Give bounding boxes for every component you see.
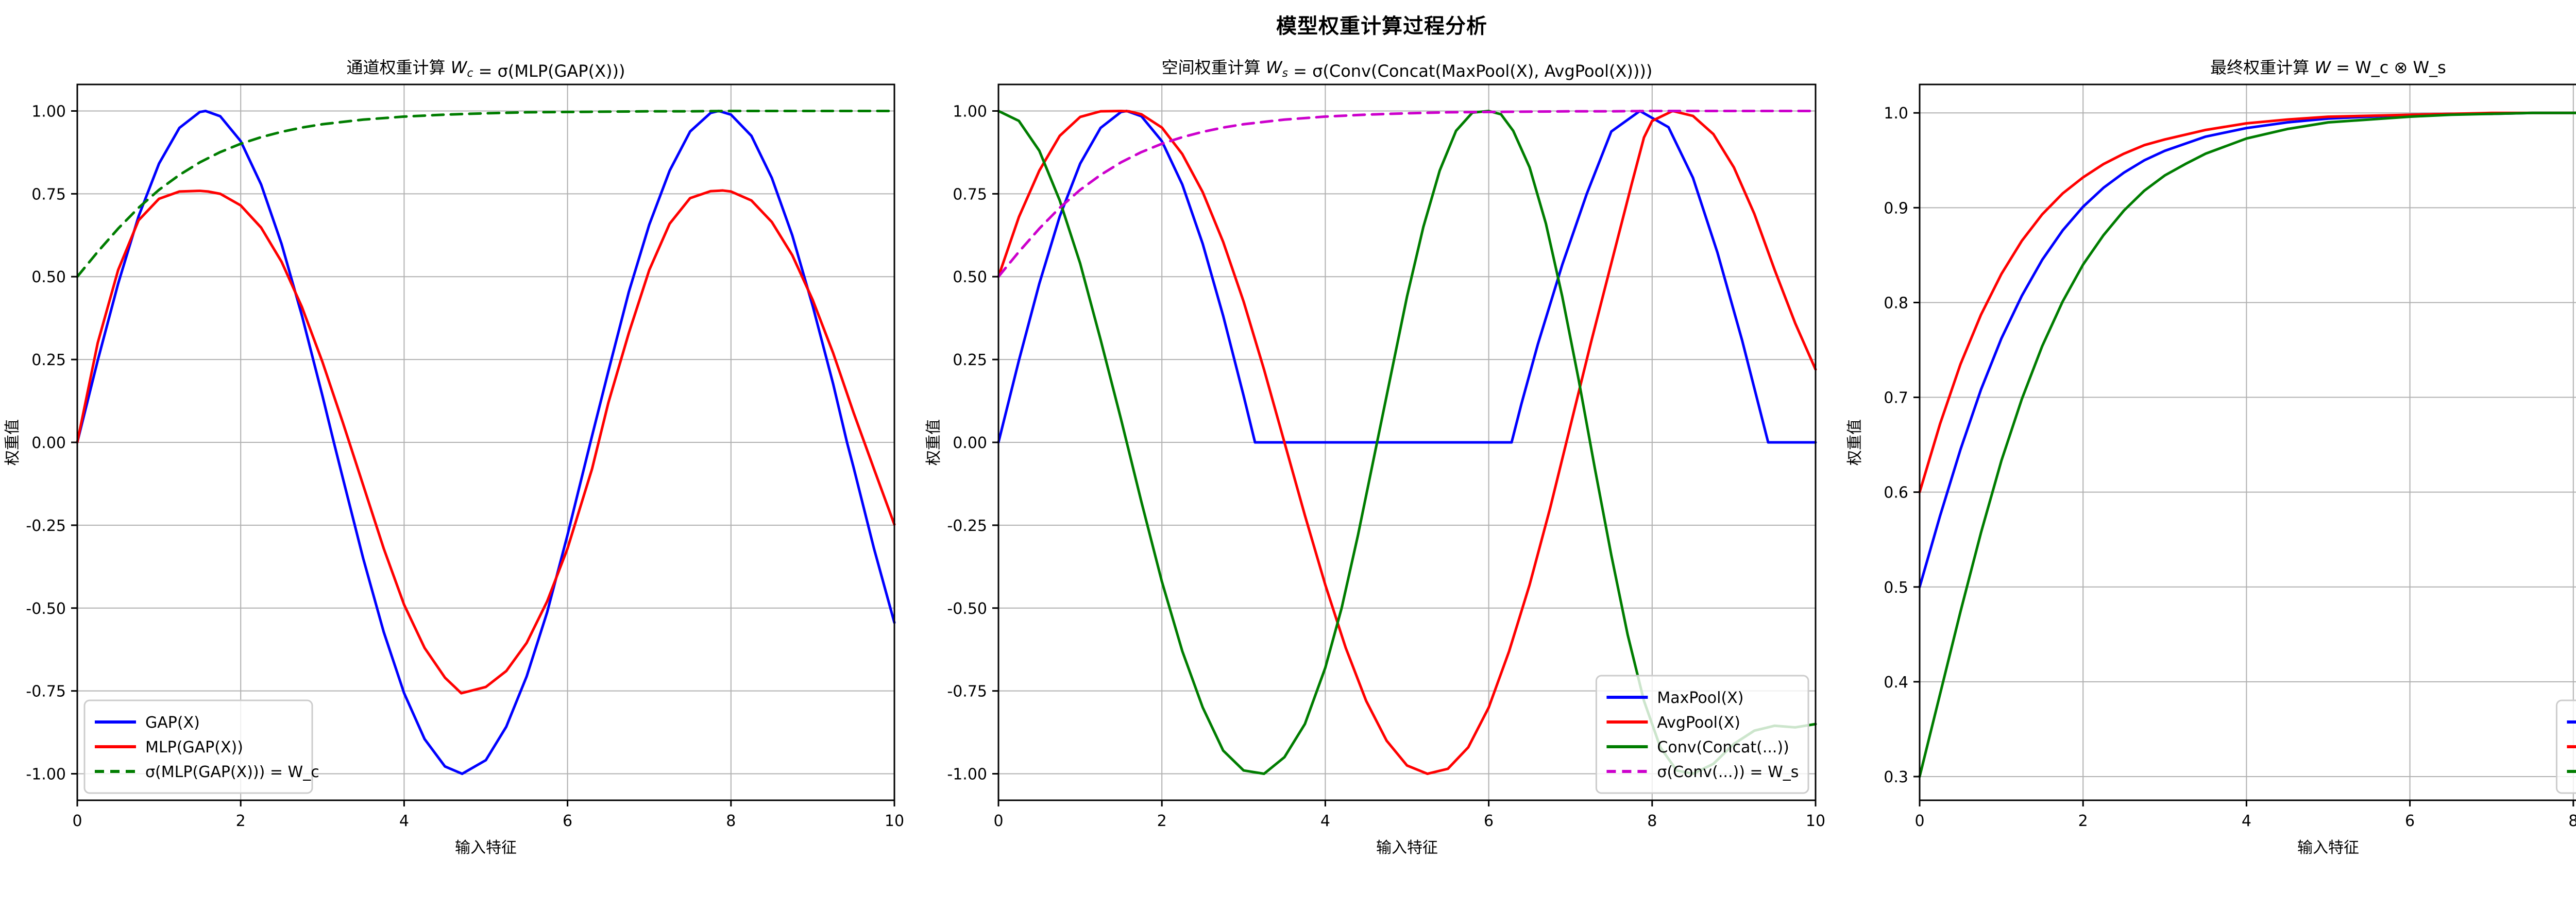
x-tick-label: 10 bbox=[1806, 812, 1825, 830]
x-tick-label: 6 bbox=[2405, 812, 2415, 830]
subplot-title: 最终权重计算 W = W_c ⊗ W_s bbox=[2210, 58, 2446, 77]
x-tick-label: 0 bbox=[1914, 812, 1924, 830]
y-tick-label: 0.50 bbox=[953, 268, 987, 286]
subplot-title: 空间权重计算 Ws = σ(Conv(Concat(MaxPool(X), Av… bbox=[1162, 58, 1653, 81]
x-tick-label: 0 bbox=[993, 812, 1003, 830]
y-tick-label: -0.50 bbox=[947, 600, 987, 618]
legend-label-2: Conv(Concat(...)) bbox=[1657, 738, 1789, 757]
series-line-2 bbox=[76, 109, 896, 278]
x-tick-label: 6 bbox=[563, 812, 572, 830]
x-axis: 0 2 4 6 8 10 输入特征 bbox=[993, 800, 1825, 857]
legend-box bbox=[2555, 699, 2576, 794]
y-axis-label: 权重值 bbox=[1846, 419, 1864, 466]
y-tick-label: -0.50 bbox=[26, 600, 66, 618]
x-tick-label: 2 bbox=[1157, 812, 1167, 830]
x-axis-label: 输入特征 bbox=[1376, 839, 1438, 857]
chart-svg: 最终权重计算 W = W_c ⊗ W_s0246810输入特征0.30.40.5… bbox=[1846, 58, 2576, 857]
x-tick-label: 4 bbox=[399, 812, 409, 830]
legend-label-3: σ(Conv(...)) = W_s bbox=[1657, 763, 1799, 781]
y-tick-label: 0.25 bbox=[31, 351, 66, 369]
y-axis: -1.00 -0.75 -0.50 -0.25 0.00 0.25 0.50 0.75 1.00… bbox=[925, 102, 998, 784]
legend-label-2: σ(MLP(GAP(X))) = W_c bbox=[145, 763, 319, 781]
x-axis-label: 输入特征 bbox=[455, 839, 517, 857]
legend-label-1: MLP(GAP(X)) bbox=[145, 738, 243, 757]
x-tick-label: 8 bbox=[726, 812, 736, 830]
y-axis-label: 权重值 bbox=[4, 419, 22, 466]
y-tick-label: 0.50 bbox=[31, 268, 66, 286]
y-tick-label: 0.8 bbox=[1884, 294, 1908, 312]
y-tick-label: -0.25 bbox=[26, 517, 66, 535]
y-tick-label: 0.9 bbox=[1884, 199, 1908, 217]
y-tick-label: 0.75 bbox=[953, 185, 987, 203]
subplot-spatial-weight: 空间权重计算 Ws = σ(Conv(Concat(MaxPool(X), Av… bbox=[921, 49, 1842, 911]
y-tick-label: 0.3 bbox=[1884, 768, 1908, 786]
subplot-channel-weight: 通道权重计算 Wc = σ(MLP(GAP(X))) 0 2 4 6 8 10 输入特征 -1.… bbox=[0, 49, 921, 911]
y-tick-label: -0.25 bbox=[947, 517, 987, 535]
legend-box bbox=[83, 699, 313, 794]
subplot-title: 通道权重计算 Wc = σ(MLP(GAP(X))) bbox=[347, 58, 625, 81]
y-tick-label: -1.00 bbox=[947, 766, 987, 784]
y-tick-label: 1.00 bbox=[953, 102, 987, 121]
y-tick-label: -0.75 bbox=[947, 683, 987, 701]
x-axis-label: 输入特征 bbox=[2297, 839, 2359, 857]
legend-label-0: MaxPool(X) bbox=[1657, 689, 1743, 707]
legend-label-1: AvgPool(X) bbox=[1657, 714, 1740, 732]
y-tick-label: 0.00 bbox=[953, 434, 987, 452]
subplot-final-weight: 最终权重计算 W = W_c ⊗ W_s0246810输入特征0.30.40.5… bbox=[1842, 49, 2576, 911]
x-tick-label: 4 bbox=[1320, 812, 1330, 830]
legend-label-0: GAP(X) bbox=[145, 714, 200, 732]
series-line-1 bbox=[76, 189, 896, 695]
x-tick-label: 0 bbox=[72, 812, 82, 830]
grid-lines bbox=[77, 84, 895, 800]
x-axis: 0 2 4 6 8 10 输入特征 bbox=[72, 800, 904, 857]
y-tick-label: 1.00 bbox=[31, 102, 66, 121]
x-tick-label: 2 bbox=[236, 812, 246, 830]
y-tick-label: 0.7 bbox=[1884, 389, 1908, 407]
y-tick-label: 0.4 bbox=[1884, 674, 1908, 692]
x-tick-label: 4 bbox=[2242, 812, 2251, 830]
y-axis: 0.3 0.4 0.5 0.6 0.7 0.8 0.9 1.0 权重值 bbox=[1846, 105, 1920, 786]
x-tick-label: 10 bbox=[885, 812, 904, 830]
y-tick-label: 0.00 bbox=[31, 434, 66, 452]
y-tick-label: 0.75 bbox=[31, 185, 66, 203]
y-tick-label: 0.6 bbox=[1884, 484, 1908, 502]
legend[interactable]: MaxPool(X) AvgPool(X) Conv(Concat(...)) σ(C… bbox=[1595, 675, 1809, 794]
chart-svg: 空间权重计算 Ws = σ(Conv(Concat(MaxPool(X), Av… bbox=[925, 58, 1825, 857]
legend[interactable]: W_cW_sW = W_c ⊗ W_s bbox=[2555, 699, 2576, 794]
x-tick-label: 8 bbox=[1647, 812, 1657, 830]
subplot-container: 通道权重计算 Wc = σ(MLP(GAP(X))) 0 2 4 6 8 10 输入特征 -1.… bbox=[0, 49, 2576, 911]
x-tick-label: 8 bbox=[2568, 812, 2576, 830]
y-tick-label: 0.5 bbox=[1884, 579, 1908, 597]
plot-area bbox=[1920, 84, 2576, 800]
y-tick-label: 0.25 bbox=[953, 351, 987, 369]
figure-suptitle: 模型权重计算过程分析 bbox=[1276, 14, 1487, 38]
chart-svg: 通道权重计算 Wc = σ(MLP(GAP(X))) 0 2 4 6 8 10 输入特征 -1.… bbox=[4, 58, 904, 857]
series-line-3 bbox=[997, 109, 1817, 278]
y-axis-label: 权重值 bbox=[925, 419, 943, 466]
legend[interactable]: GAP(X) MLP(GAP(X)) σ(MLP(GAP(X))) = W_c bbox=[83, 699, 319, 794]
y-tick-label: -1.00 bbox=[26, 766, 66, 784]
series-line-0 bbox=[76, 109, 896, 776]
y-axis: -1.00 -0.75 -0.50 -0.25 0.00 0.25 0.50 0.75 1.00… bbox=[4, 102, 77, 784]
series-line-0 bbox=[997, 109, 1817, 444]
y-tick-label: 1.0 bbox=[1884, 105, 1908, 123]
axes-spines bbox=[1919, 83, 2576, 801]
legend-box bbox=[1595, 675, 1809, 794]
x-tick-label: 6 bbox=[1484, 812, 1494, 830]
y-tick-label: -0.75 bbox=[26, 683, 66, 701]
series-line-2 bbox=[1918, 111, 2576, 778]
x-tick-label: 2 bbox=[2078, 812, 2088, 830]
